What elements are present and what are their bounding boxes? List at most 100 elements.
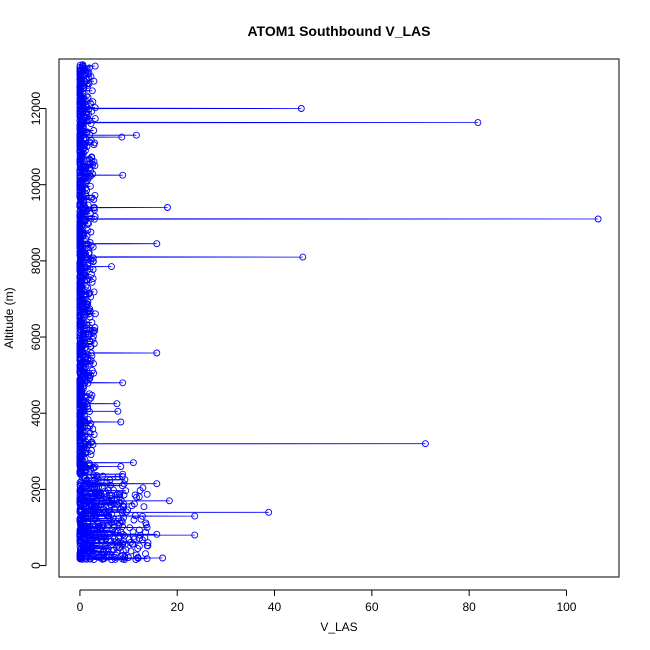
data-point — [114, 407, 122, 415]
data-point — [129, 459, 137, 467]
data-point — [153, 480, 161, 488]
data-point — [86, 164, 94, 172]
x-axis: 0 20 40 60 80 100 — [77, 589, 577, 614]
data-point — [91, 511, 99, 519]
data-point — [153, 349, 161, 357]
x-tick-label: 40 — [268, 600, 282, 614]
data-point — [86, 408, 93, 416]
data-point — [134, 554, 142, 562]
data-point — [88, 278, 96, 286]
series-line — [78, 64, 599, 561]
data-point — [76, 479, 84, 486]
data-point — [164, 204, 171, 211]
data-point — [119, 552, 127, 559]
data-point — [297, 105, 305, 112]
x-axis-label: V_LAS — [320, 620, 357, 634]
data-point — [81, 487, 89, 495]
data-point — [117, 463, 125, 470]
data-point — [83, 546, 91, 554]
data-point — [89, 275, 97, 283]
data-point — [107, 537, 115, 545]
data-point — [114, 473, 122, 481]
data-point — [86, 357, 93, 365]
data-point — [120, 491, 128, 499]
data-point — [90, 127, 98, 134]
data-point — [114, 539, 122, 547]
data-point — [191, 512, 199, 520]
data-point — [89, 243, 97, 251]
data-point — [142, 550, 149, 558]
data-point — [132, 131, 140, 139]
data-point — [85, 330, 93, 338]
data-point — [109, 486, 117, 494]
data-point — [421, 440, 429, 448]
data-point — [143, 490, 151, 498]
data-point — [299, 253, 307, 261]
data-point — [91, 104, 99, 112]
data-point — [101, 530, 108, 538]
data-point — [109, 546, 117, 554]
data-point — [129, 533, 137, 541]
plot-area — [76, 61, 602, 564]
data-point — [77, 524, 85, 532]
data-point — [119, 547, 127, 555]
data-point — [86, 547, 94, 554]
data-point — [144, 539, 152, 547]
data-point — [90, 360, 97, 368]
data-point — [87, 451, 95, 459]
data-point — [139, 512, 146, 520]
data-point — [86, 182, 94, 190]
data-point — [143, 542, 151, 550]
data-point — [122, 508, 130, 516]
data-point — [107, 501, 114, 509]
data-point — [119, 379, 127, 387]
data-point — [95, 523, 103, 530]
data-point — [108, 263, 115, 271]
data-point — [153, 530, 161, 538]
data-point — [91, 213, 99, 220]
data-point — [118, 518, 126, 526]
data-point — [102, 507, 110, 515]
data-point — [98, 524, 106, 531]
data-point — [119, 171, 127, 179]
data-point — [116, 532, 124, 540]
data-point — [77, 553, 85, 561]
data-point — [87, 228, 95, 236]
x-tick-label: 20 — [171, 600, 185, 614]
data-point — [130, 516, 138, 524]
data-point — [89, 329, 97, 336]
data-point — [118, 133, 126, 141]
data-point — [86, 555, 94, 563]
data-point — [121, 476, 129, 484]
data-point — [87, 120, 95, 128]
y-tick-label: 2000 — [29, 476, 43, 503]
y-tick-label: 12000 — [29, 92, 43, 126]
y-axis-label: Altitude (m) — [2, 287, 16, 348]
data-point — [87, 394, 95, 402]
data-point — [86, 239, 94, 246]
data-point — [76, 169, 84, 177]
plot-frame — [58, 58, 620, 578]
data-point — [79, 548, 87, 556]
data-point — [120, 514, 127, 522]
data-point — [98, 498, 106, 506]
data-point — [77, 505, 85, 513]
data-point — [88, 489, 96, 497]
data-point — [99, 472, 107, 480]
y-axis: 0 2000 4000 6000 8000 10000 12000 — [29, 92, 47, 569]
data-point — [126, 524, 134, 532]
data-point — [142, 519, 150, 527]
data-point — [77, 517, 85, 524]
data-point — [88, 87, 96, 95]
data-point — [109, 515, 117, 523]
data-point — [474, 119, 482, 127]
data-point — [135, 526, 143, 534]
data-point — [91, 324, 99, 331]
data-point — [87, 532, 94, 540]
data-point — [95, 553, 102, 561]
data-point — [79, 489, 87, 497]
data-point — [100, 509, 108, 516]
data-point — [159, 554, 167, 562]
data-point — [191, 531, 199, 539]
data-point — [135, 542, 143, 550]
